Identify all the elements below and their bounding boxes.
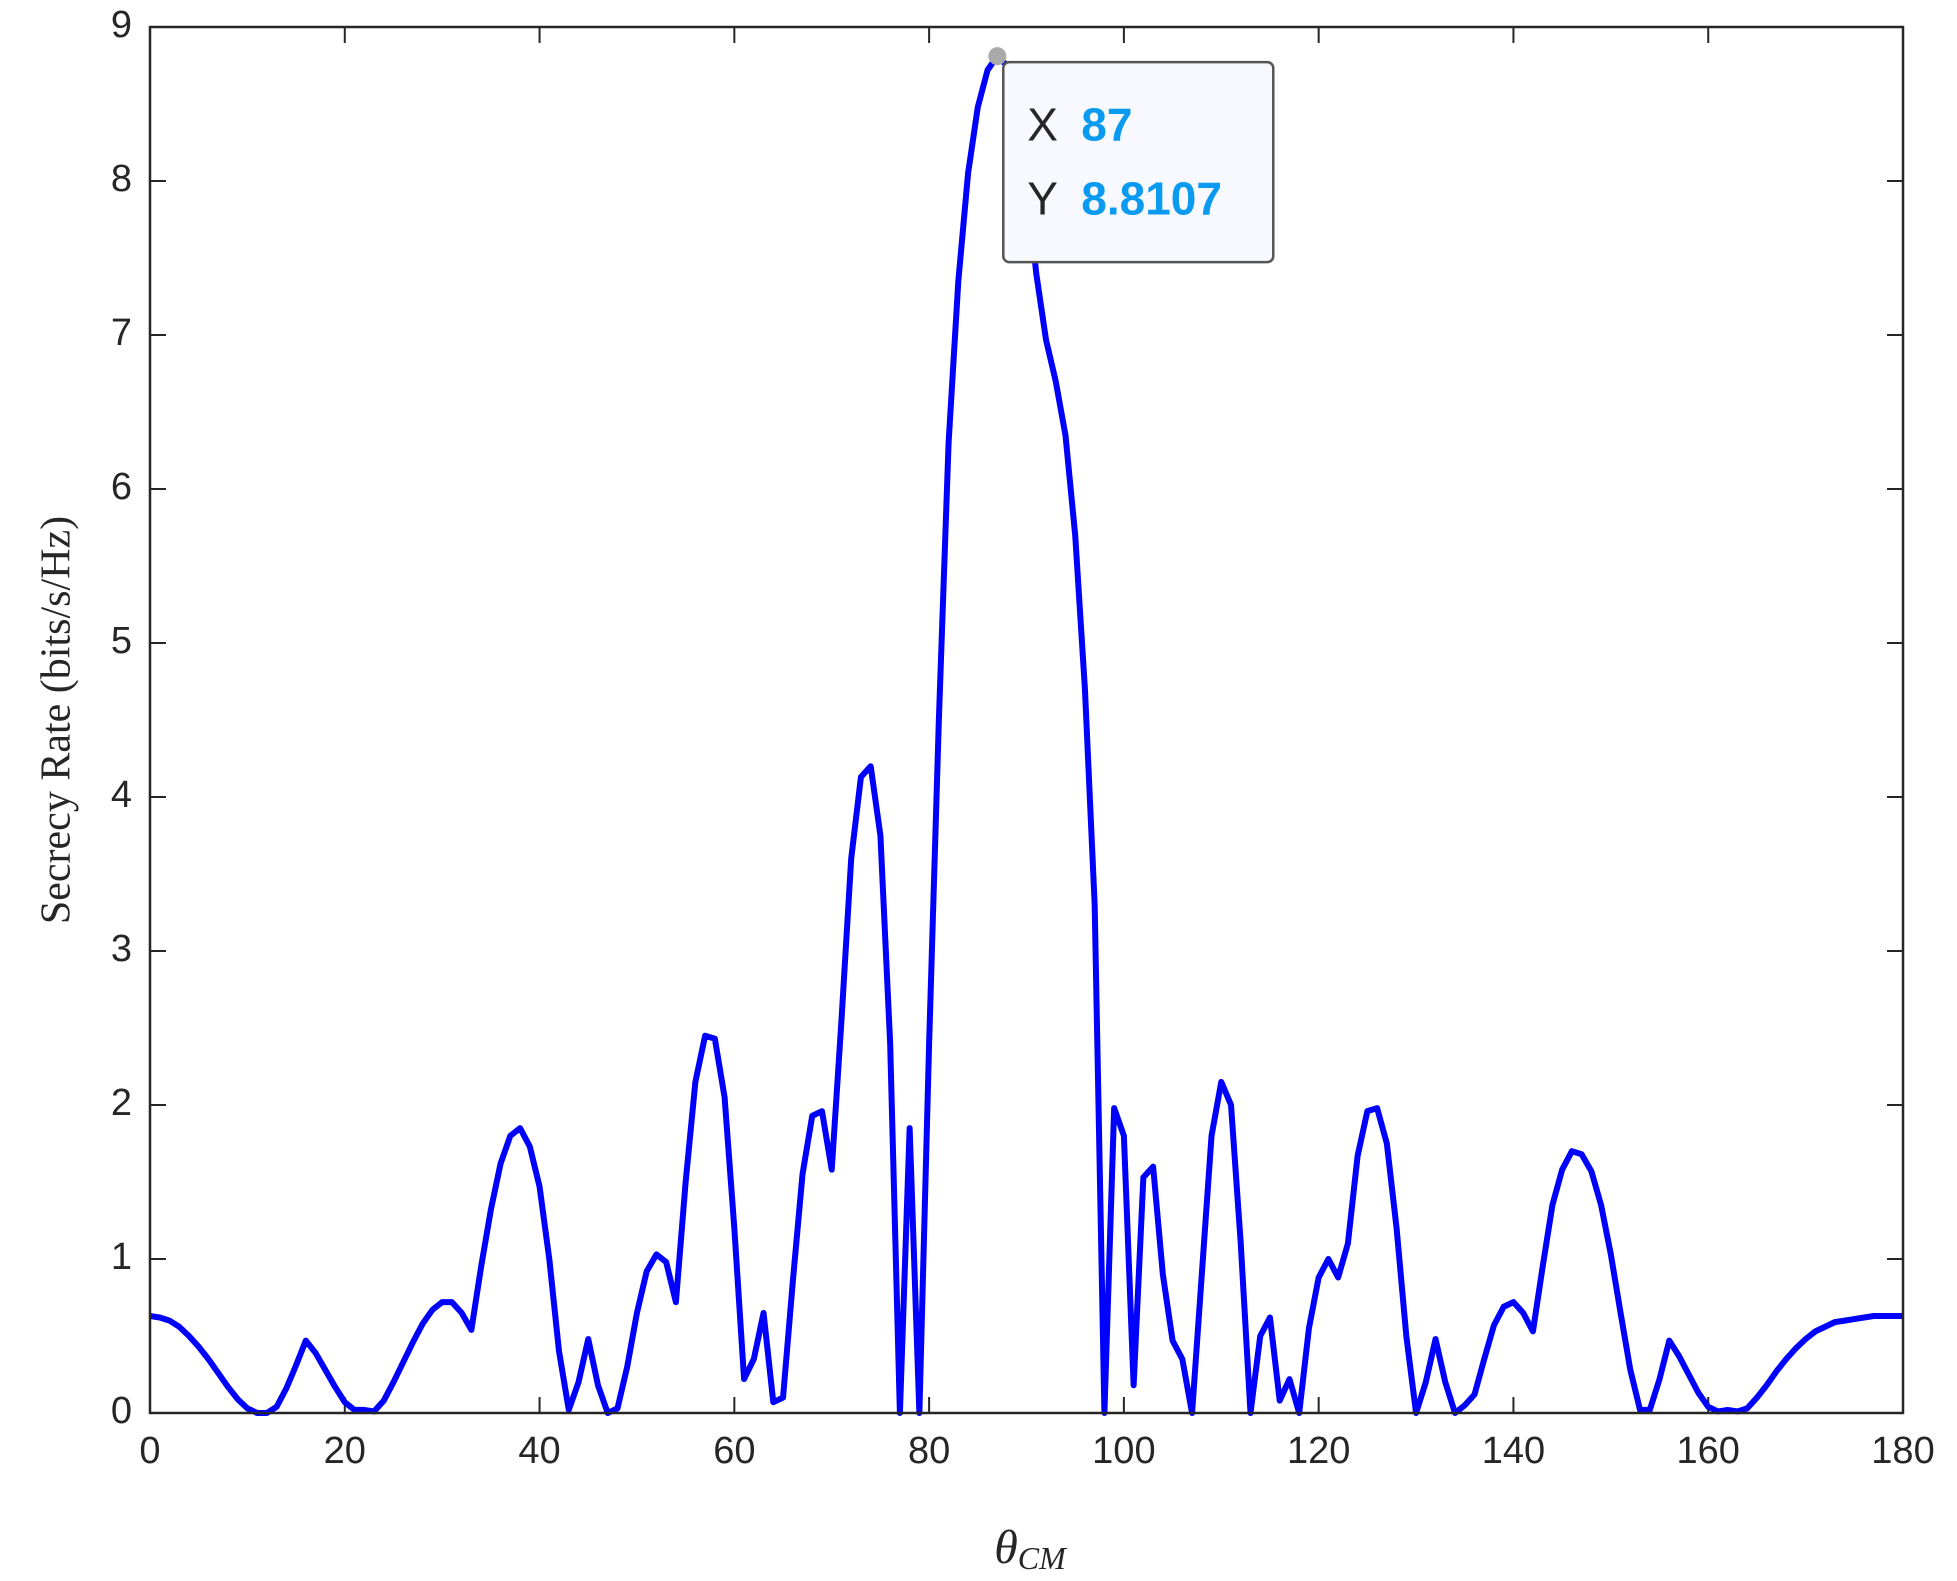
y-axis-label: Secrecy Rate (bits/s/Hz) (34, 516, 80, 924)
x-tick-label: 0 (139, 1430, 160, 1472)
x-tick-label: 100 (1092, 1430, 1155, 1472)
y-tick-label: 0 (111, 1390, 132, 1432)
x-tick-label: 40 (518, 1430, 560, 1472)
y-tick-label: 4 (111, 774, 132, 816)
datatip-box (1002, 60, 1275, 264)
x-tick-label: 60 (713, 1430, 755, 1472)
datatip-x-name: X (1027, 98, 1058, 150)
x-tick-label: 20 (324, 1430, 366, 1472)
x-axis-subscript: CM (1018, 1540, 1068, 1576)
x-axis-symbol: θ (994, 1521, 1018, 1574)
y-tick-label: 9 (111, 4, 132, 46)
x-tick-label: 120 (1287, 1430, 1350, 1472)
datatip-y-value: 8.8107 (1081, 172, 1222, 224)
datatip-y-name: Y (1027, 172, 1058, 224)
datatip-x-value: 87 (1081, 98, 1132, 150)
x-tick-label: 180 (1871, 1430, 1934, 1472)
x-tick-label: 160 (1677, 1430, 1740, 1472)
y-tick-label: 5 (111, 620, 132, 662)
y-tick-label: 1 (111, 1236, 132, 1278)
y-tick-label: 7 (111, 312, 132, 354)
y-tick-label: 2 (111, 1082, 132, 1124)
y-tick-label: 8 (111, 158, 132, 200)
y-tick-label: 3 (111, 928, 132, 970)
x-axis-label: θCM (994, 1521, 1068, 1576)
x-tick-label: 80 (908, 1430, 950, 1472)
y-tick-label: 6 (111, 466, 132, 508)
axes-box (148, 25, 1905, 1415)
datatip-marker (988, 47, 1007, 66)
x-tick-label: 140 (1482, 1430, 1545, 1472)
